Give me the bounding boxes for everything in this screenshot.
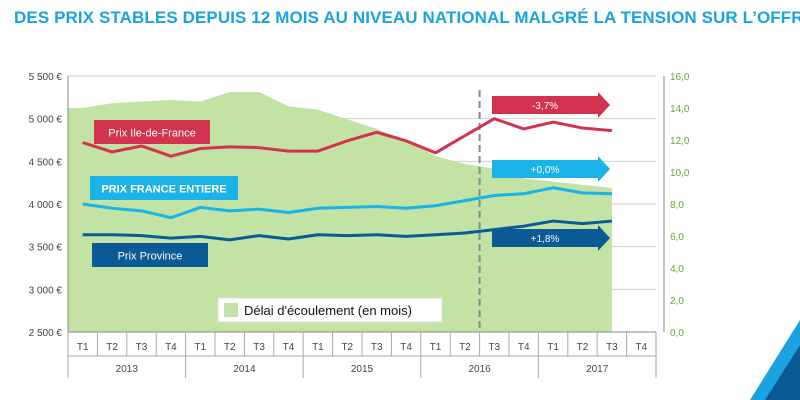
annotation-idf-text: -3,7%: [532, 101, 558, 112]
label-idf: Prix Ile-de-France: [94, 120, 210, 144]
series-labels: Prix Ile-de-France PRIX FRANCE ENTIERE Pri…: [90, 120, 443, 323]
annotation-province-shape: [492, 225, 610, 251]
y-right-tick-label: 8,0: [670, 200, 684, 211]
annotation-idf: -3,7%: [492, 92, 610, 118]
annotation-france-shape: [492, 156, 610, 182]
x-tick-label: T1: [77, 342, 89, 353]
x-tick-label: T3: [371, 342, 383, 353]
x-tick-label: T2: [341, 342, 353, 353]
series-lines: [82, 117, 613, 242]
legend-text: Délai d'écoulement (en mois): [244, 303, 412, 318]
x-tick-label: T4: [518, 342, 530, 353]
y-right-tick-label: 14,0: [670, 104, 690, 115]
y-left-tick-label: 5 000 €: [29, 115, 63, 126]
x-tick-label: T1: [430, 342, 442, 353]
y-right-tick-label: 16,0: [670, 72, 690, 83]
year-label: 2015: [351, 364, 374, 375]
y-left-tick-label: 3 000 €: [29, 285, 63, 296]
label-province: Prix Province: [92, 243, 208, 267]
y-left-tick-label: 5 500 €: [29, 72, 63, 83]
y-right-tick-label: 12,0: [670, 136, 690, 147]
series-line-idf: [82, 117, 613, 158]
label-idf-box: [94, 120, 210, 144]
x-tick-label: T2: [106, 342, 118, 353]
y-right-tick-label: 6,0: [670, 232, 684, 243]
x-tick-label: T2: [459, 342, 471, 353]
x-tick-label: T1: [194, 342, 206, 353]
legend-swatch: [224, 303, 238, 317]
x-tick-label: T3: [253, 342, 265, 353]
y-left-tick-label: 4 000 €: [29, 200, 63, 211]
y-left-tick-label: 3 500 €: [29, 243, 63, 254]
y-left-tick-label: 2 500 €: [29, 328, 63, 339]
label-province-box: [92, 243, 208, 267]
annotation-province-text: +1,8%: [531, 234, 560, 245]
area-layer: [68, 92, 612, 332]
label-idf-text: Prix Ile-de-France: [108, 128, 195, 140]
annotations: -3,7% +0,0% +1,8%: [492, 92, 610, 251]
delai-area: [68, 92, 612, 332]
y-right-tick-label: 10,0: [670, 168, 690, 179]
label-france-box: [90, 176, 238, 200]
corner-decoration: [750, 320, 800, 400]
x-tick-label: T4: [165, 342, 177, 353]
y-right-tick-label: 4,0: [670, 264, 684, 275]
year-label: 2016: [468, 364, 491, 375]
x-tick-label: T1: [547, 342, 559, 353]
x-tick-label: T3: [606, 342, 618, 353]
y-right-tick-label: 0,0: [670, 328, 684, 339]
x-tick-label: T3: [488, 342, 500, 353]
year-label: 2014: [233, 364, 256, 375]
x-tick-label: T1: [312, 342, 324, 353]
annotation-france-text: +0,0%: [531, 165, 560, 176]
label-france: PRIX FRANCE ENTIERE: [90, 176, 238, 200]
year-label: 2013: [116, 364, 139, 375]
y-left-tick-label: 4 500 €: [29, 157, 63, 168]
series-line-province: [82, 219, 613, 242]
label-france-text: PRIX FRANCE ENTIERE: [101, 184, 226, 196]
annotation-province: +1,8%: [492, 225, 610, 251]
x-tick-label: T3: [136, 342, 148, 353]
series-line-france: [82, 186, 612, 220]
x-tick-label: T2: [577, 342, 589, 353]
x-tick-label: T4: [400, 342, 412, 353]
chart-title: DES PRIX STABLES DEPUIS 12 MOIS AU NIVEA…: [14, 8, 800, 27]
axes: 2 500 € 3 000 € 3 500 € 4 000 € 4 500 € 5 000…: [29, 72, 690, 378]
legend-box: [217, 297, 443, 323]
year-label: 2017: [586, 364, 609, 375]
x-tick-label: T2: [224, 342, 236, 353]
x-tick-label: T4: [283, 342, 295, 353]
label-province-text: Prix Province: [118, 251, 183, 263]
y-right-tick-label: 2,0: [670, 296, 684, 307]
annotation-idf-shape: [492, 92, 610, 118]
annotation-france: +0,0%: [492, 156, 610, 182]
x-tick-label: T4: [635, 342, 647, 353]
legend-area: Délai d'écoulement (en mois): [217, 297, 443, 323]
